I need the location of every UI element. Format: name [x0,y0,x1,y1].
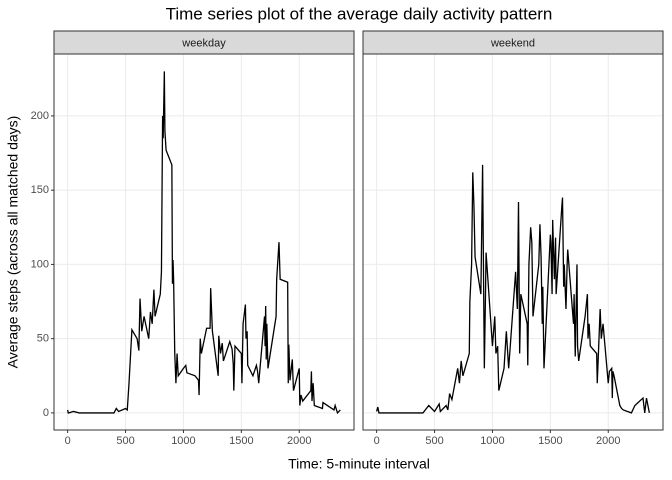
series-line [67,71,341,415]
y-tick-label: 150 [31,184,49,196]
strip [53,30,355,55]
x-tick-label: 500 [425,435,443,447]
strip-label: weekday [181,37,226,49]
series-line [376,164,650,414]
y-tick-label: 0 [43,407,49,419]
x-tick-label: 0 [374,435,380,447]
x-tick-label: 1000 [480,435,504,447]
panel-background [363,54,663,430]
strip [362,30,664,55]
x-tick-label: 1000 [171,435,195,447]
x-tick-label: 2000 [596,435,620,447]
y-axis-title: Average steps (across all matched days) [5,116,21,369]
y-tick-label: 100 [31,258,49,270]
x-tick-label: 2000 [287,435,311,447]
strip-label: weekend [490,37,535,49]
x-tick-label: 0 [65,435,71,447]
chart-title: Time series plot of the average daily ac… [166,4,553,23]
y-tick-label: 200 [31,110,49,122]
x-tick-label: 1500 [538,435,562,447]
x-tick-label: 1500 [229,435,253,447]
x-tick-label: 500 [116,435,134,447]
x-axis-title: Time: 5-minute interval [288,456,430,472]
y-tick-label: 50 [37,333,49,345]
panel-background [54,54,354,430]
